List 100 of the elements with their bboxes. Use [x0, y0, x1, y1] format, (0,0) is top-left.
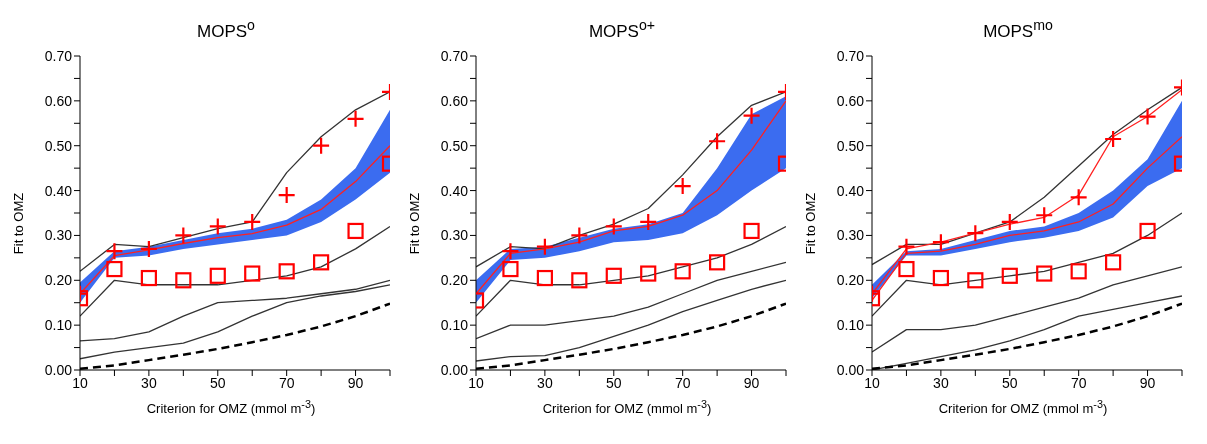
y-tick-label: 0.60: [44, 92, 73, 109]
point: [708, 132, 727, 151]
x-axis-title: Criterion for OMZ (mmol m$^{-3}$): [145, 398, 316, 417]
y-tick-label: 0.50: [440, 137, 469, 154]
point: [536, 269, 553, 287]
x-tick-label: 30: [141, 374, 157, 391]
point: [966, 224, 985, 243]
point: [1036, 265, 1053, 282]
x-tick-label: 30: [537, 374, 553, 391]
y-tick-label: 0.70: [44, 47, 73, 64]
point: [174, 226, 193, 245]
point: [639, 212, 658, 232]
y-axis-title: Fit to OMZ: [803, 192, 819, 254]
point: [1139, 222, 1156, 240]
line-series: [80, 91, 390, 272]
y-tick-label: 0.00: [836, 361, 865, 378]
point: [1138, 107, 1157, 126]
y-tick-label: 0.50: [836, 137, 865, 154]
y-tick-label: 0.00: [44, 361, 73, 378]
line-series: [80, 225, 390, 317]
point: [208, 217, 227, 236]
point: [742, 106, 761, 125]
point: [605, 267, 622, 284]
point: [277, 185, 296, 205]
y-tick-label: 0.70: [440, 47, 469, 64]
x-tick-label: 10: [468, 374, 484, 391]
point: [743, 222, 760, 240]
y-tick-label: 0.40: [44, 182, 73, 199]
x-tick-label: 70: [278, 374, 295, 391]
point: [106, 260, 123, 278]
point: [898, 260, 915, 278]
point: [105, 242, 124, 261]
point: [278, 263, 295, 280]
line-series: [476, 261, 786, 340]
point: [673, 176, 692, 196]
line-series: [872, 212, 1182, 317]
x-tick-label: 30: [933, 374, 949, 391]
point: [209, 267, 226, 284]
line-series: [476, 91, 786, 268]
point: [932, 269, 949, 287]
y-tick-label: 0.10: [836, 317, 865, 334]
y-tick-label: 0.10: [44, 317, 73, 334]
point: [931, 233, 950, 252]
y-tick-label: 0.30: [44, 227, 73, 244]
point: [640, 265, 657, 282]
line-series: [80, 284, 390, 360]
point: [175, 272, 192, 289]
point: [535, 237, 554, 256]
point: [346, 109, 365, 128]
point: [571, 272, 588, 289]
x-tick-label: 50: [1001, 374, 1018, 391]
y-tick-label: 0.70: [836, 47, 865, 64]
y-tick-label: 0.10: [440, 317, 469, 334]
line-series: [872, 266, 1182, 353]
chart-title: MOPS$^{o+}$: [587, 16, 656, 43]
point: [1000, 212, 1019, 232]
y-tick-label: 0.20: [440, 272, 469, 289]
x-tick-label: 70: [674, 374, 691, 391]
chart-title: MOPS$^{o}$: [196, 16, 255, 43]
point: [1035, 206, 1054, 225]
x-tick-label: 10: [864, 374, 880, 391]
point: [244, 265, 261, 282]
y-tick-label: 0.60: [836, 92, 865, 109]
point: [1105, 254, 1122, 271]
y-tick-label: 0.00: [440, 361, 469, 378]
point: [1001, 267, 1018, 284]
point: [139, 239, 158, 258]
x-tick-label: 10: [72, 374, 88, 391]
y-tick-label: 0.40: [440, 182, 469, 199]
point: [313, 254, 330, 271]
x-tick-label: 90: [743, 374, 760, 391]
point: [501, 242, 520, 261]
point: [897, 237, 916, 256]
x-tick-label: 90: [347, 374, 364, 391]
point: [967, 272, 984, 289]
point: [604, 217, 623, 236]
point: [709, 254, 726, 271]
y-tick-label: 0.20: [836, 272, 865, 289]
x-axis-title: Criterion for OMZ (mmol m$^{-3}$): [937, 398, 1108, 417]
x-tick-label: 50: [605, 374, 622, 391]
chart-title: MOPS$^{mo}$: [982, 16, 1053, 43]
point: [570, 226, 589, 245]
point: [140, 269, 157, 287]
y-tick-label: 0.20: [44, 272, 73, 289]
y-tick-label: 0.50: [44, 137, 73, 154]
point: [674, 263, 691, 280]
point: [243, 212, 262, 232]
y-tick-label: 0.30: [836, 227, 865, 244]
x-tick-label: 90: [1139, 374, 1156, 391]
x-axis-title: Criterion for OMZ (mmol m$^{-3}$): [541, 398, 712, 417]
point: [312, 136, 331, 155]
line-series: [476, 279, 786, 362]
point: [1069, 188, 1088, 207]
point: [1070, 263, 1087, 280]
point: [502, 260, 519, 278]
y-tick-label: 0.30: [440, 227, 469, 244]
y-axis-title: Fit to OMZ: [11, 192, 27, 254]
point: [1104, 129, 1123, 149]
y-tick-label: 0.60: [440, 92, 469, 109]
line-series: [476, 225, 786, 317]
